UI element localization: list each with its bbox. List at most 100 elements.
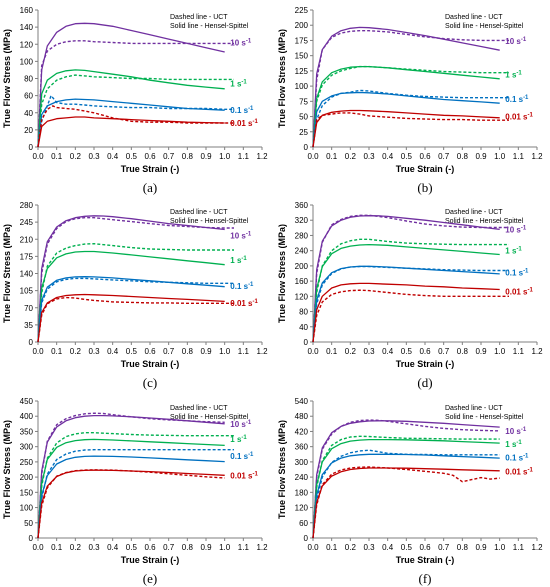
series-line-hensel-spittel xyxy=(37,438,225,539)
x-tick-label: 0.0 xyxy=(307,347,319,356)
series-line-uct xyxy=(37,449,234,539)
x-tick-label: 0.9 xyxy=(475,347,487,356)
strain-rate-label: 0.01 s-1 xyxy=(505,113,533,122)
series-line-hensel-spittel xyxy=(312,265,500,343)
y-tick-label: 300 xyxy=(20,443,34,452)
y-axis-title: True Flow Stress (MPa) xyxy=(2,224,12,323)
x-tick-label: 1.0 xyxy=(494,347,506,356)
y-tick-label: 0 xyxy=(29,143,34,152)
y-tick-label: 200 xyxy=(295,21,309,30)
series-line-hensel-spittel xyxy=(37,22,225,148)
x-tick-label: 0.2 xyxy=(70,543,82,552)
y-tick-label: 175 xyxy=(20,252,34,261)
x-tick-label: 0.3 xyxy=(88,152,100,161)
legend-annotation: Solid line - Hensel-Spittel xyxy=(445,414,524,421)
series-line-hensel-spittel xyxy=(37,215,225,343)
x-tick-label: 0.0 xyxy=(307,543,319,552)
panel-letter: (b) xyxy=(417,180,433,195)
y-tick-label: 245 xyxy=(20,218,34,227)
y-tick-label: 0 xyxy=(29,534,34,543)
y-tick-label: 0 xyxy=(29,338,34,347)
series-line-hensel-spittel xyxy=(312,215,500,343)
x-tick-label: 0.1 xyxy=(51,347,63,356)
x-tick-label: 1.2 xyxy=(256,152,268,161)
series-line-hensel-spittel xyxy=(312,109,500,148)
legend-annotation: Solid line - Hensel-Spittel xyxy=(170,414,249,421)
legend-annotation: Dashed line - UCT xyxy=(170,209,228,216)
x-tick-label: 1.2 xyxy=(531,152,543,161)
y-tick-label: 200 xyxy=(295,262,309,271)
series-line-uct xyxy=(37,40,234,148)
x-axis-title: True Strain (-) xyxy=(121,164,180,174)
x-tick-label: 0.6 xyxy=(419,347,431,356)
panel-letter: (d) xyxy=(417,375,433,390)
x-tick-label: 0.9 xyxy=(200,543,212,552)
y-tick-label: 450 xyxy=(20,397,34,406)
x-tick-label: 0.0 xyxy=(32,347,44,356)
series-line-uct xyxy=(312,289,509,343)
series-line-hensel-spittel xyxy=(312,438,500,539)
chart-svg: 0.0 0.1 0.2 0.3 0.4 0.5 0.6 0.7 0.8 0.9 1.0 1.1 1.2 0… xyxy=(2,397,268,565)
y-tick-label: 250 xyxy=(20,458,34,467)
legend-annotation: Dashed line - UCT xyxy=(445,14,503,21)
series-line-uct xyxy=(312,466,500,539)
y-tick-label: 105 xyxy=(20,287,34,296)
strain-rate-label: 10 s-1 xyxy=(505,37,527,46)
y-tick-label: 180 xyxy=(295,488,309,497)
strain-rate-label: 1 s-1 xyxy=(230,435,247,444)
series-line-hensel-spittel xyxy=(37,469,225,539)
x-tick-label: 0.3 xyxy=(363,347,375,356)
y-tick-label: 160 xyxy=(295,277,309,286)
x-tick-label: 0.5 xyxy=(126,543,138,552)
y-tick-label: 240 xyxy=(295,473,309,482)
x-tick-label: 0.9 xyxy=(475,543,487,552)
x-tick-label: 0.2 xyxy=(345,152,357,161)
x-tick-label: 0.0 xyxy=(32,543,44,552)
chart-panel: 0.0 0.1 0.2 0.3 0.4 0.5 0.6 0.7 0.8 0.9 1.0 1.1 1.2 0… xyxy=(0,195,275,390)
y-tick-label: 100 xyxy=(20,57,34,66)
strain-rate-label: 0.1 s-1 xyxy=(505,454,529,463)
x-tick-label: 0.0 xyxy=(307,152,319,161)
y-tick-label: 140 xyxy=(20,23,34,32)
legend-annotation: Solid line - Hensel-Spittel xyxy=(445,218,524,225)
strain-rate-label: 1 s-1 xyxy=(505,71,522,80)
x-tick-label: 0.7 xyxy=(163,543,175,552)
x-tick-label: 0.3 xyxy=(88,543,100,552)
series-line-hensel-spittel xyxy=(37,69,225,148)
y-tick-label: 350 xyxy=(20,427,34,436)
series-line-uct xyxy=(312,112,509,148)
x-tick-label: 0.5 xyxy=(126,347,138,356)
x-tick-label: 0.7 xyxy=(163,347,175,356)
chart-svg: 0.0 0.1 0.2 0.3 0.4 0.5 0.6 0.7 0.8 0.9 1.0 1.1 1.2 0… xyxy=(2,6,268,174)
strain-rate-label: 1 s-1 xyxy=(230,256,247,265)
strain-rate-label: 0.01 s-1 xyxy=(230,472,258,481)
y-tick-label: 75 xyxy=(299,97,308,106)
strain-rate-label: 1 s-1 xyxy=(505,247,522,256)
y-tick-label: 280 xyxy=(20,201,34,210)
y-tick-label: 50 xyxy=(24,519,33,528)
x-tick-label: 1.2 xyxy=(256,543,268,552)
x-tick-label: 0.9 xyxy=(475,152,487,161)
series-line-uct xyxy=(37,469,225,539)
y-tick-label: 0 xyxy=(304,534,309,543)
series-line-uct xyxy=(312,265,509,343)
x-tick-label: 0.6 xyxy=(419,543,431,552)
chart-panel: 0.0 0.1 0.2 0.3 0.4 0.5 0.6 0.7 0.8 0.9 1.0 1.1 1.2 0… xyxy=(0,391,275,586)
x-tick-label: 0.8 xyxy=(457,152,469,161)
x-axis-title: True Strain (-) xyxy=(396,359,455,369)
strain-rate-label: 0.1 s-1 xyxy=(230,282,254,291)
x-tick-label: 0.9 xyxy=(200,152,212,161)
x-tick-label: 0.2 xyxy=(70,347,82,356)
x-tick-label: 1.2 xyxy=(531,543,543,552)
y-tick-label: 80 xyxy=(299,308,308,317)
x-tick-label: 0.8 xyxy=(457,543,469,552)
y-axis-title: True Flow Stress (MPa) xyxy=(277,29,287,128)
x-tick-label: 0.6 xyxy=(419,152,431,161)
y-tick-label: 420 xyxy=(295,427,309,436)
x-tick-label: 0.5 xyxy=(126,152,138,161)
x-tick-label: 0.7 xyxy=(438,543,450,552)
x-axis-title: True Strain (-) xyxy=(396,164,455,174)
strain-rate-label: 1 s-1 xyxy=(505,440,522,449)
y-tick-label: 50 xyxy=(299,113,308,122)
